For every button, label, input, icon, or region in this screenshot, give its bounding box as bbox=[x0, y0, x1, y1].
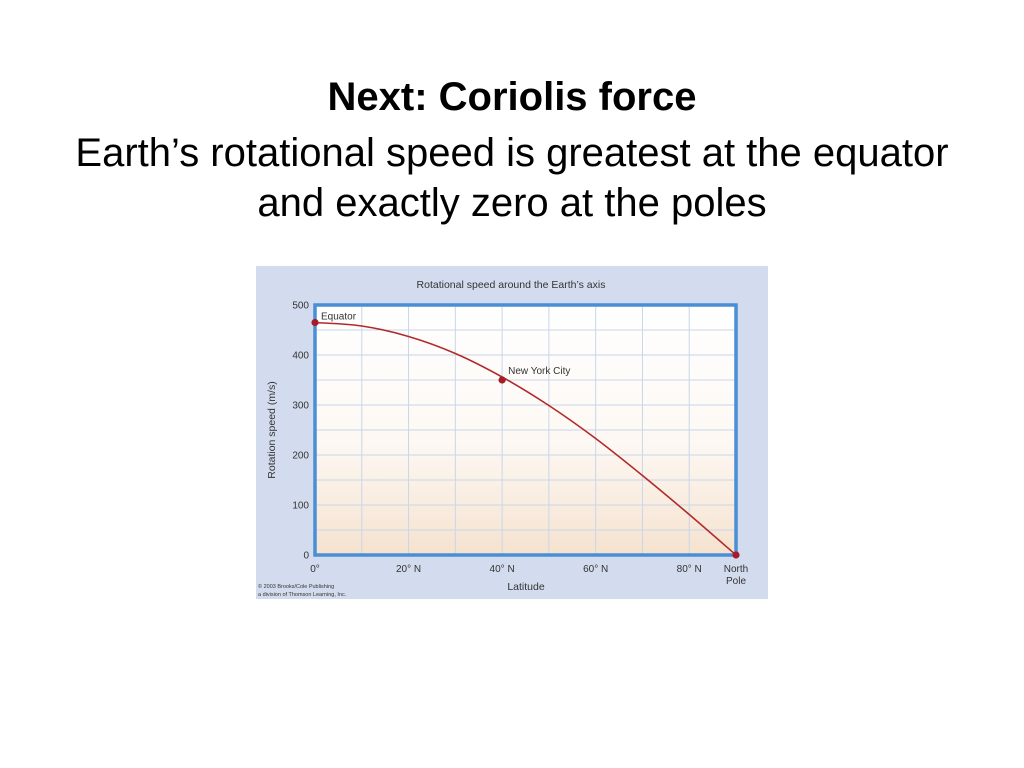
x-tick-label: North bbox=[724, 564, 748, 575]
y-tick-label: 500 bbox=[292, 301, 309, 312]
chart-svg: Rotational speed around the Earth’s axis… bbox=[256, 266, 768, 599]
data-point bbox=[732, 551, 740, 559]
slide-title: Next: Coriolis force bbox=[327, 75, 697, 119]
y-axis-label: Rotation speed (m/s) bbox=[266, 381, 278, 478]
x-tick-label: 20° N bbox=[396, 564, 421, 575]
chart-figure: Rotational speed around the Earth’s axis… bbox=[256, 266, 768, 599]
x-tick-label: 0° bbox=[310, 564, 320, 575]
chart-grid bbox=[315, 305, 736, 555]
chart-title: Rotational speed around the Earth’s axis bbox=[417, 279, 606, 291]
x-tick-label: 60° N bbox=[583, 564, 608, 575]
series-line bbox=[314, 321, 737, 556]
data-point bbox=[498, 376, 506, 384]
chart-marks: Equator New York City bbox=[311, 312, 740, 559]
plot-border bbox=[313, 303, 738, 557]
slide-subtitle: Earth’s rotational speed is greatest at … bbox=[75, 131, 949, 225]
y-tick-label: 400 bbox=[292, 351, 309, 362]
chart-axes: 0 100 200 300 400 500 0° 20° N 40° N 60° N 80° N No… bbox=[292, 301, 748, 588]
x-tick-label: 40° N bbox=[490, 564, 515, 575]
x-tick-label: 80° N bbox=[677, 564, 702, 575]
data-point bbox=[311, 318, 319, 327]
credit-line-1: © 2003 Brooks/Cole Publishing bbox=[258, 583, 334, 590]
y-tick-label: 100 bbox=[292, 501, 309, 512]
y-tick-label: 300 bbox=[292, 401, 309, 412]
credit-line-2: a division of Thomson Learning, Inc. bbox=[258, 592, 347, 598]
y-tick-label: 200 bbox=[292, 451, 309, 462]
point-annotation: Equator bbox=[321, 312, 357, 323]
x-tick-label: Pole bbox=[726, 576, 746, 587]
y-tick-label: 0 bbox=[303, 551, 309, 562]
x-axis-label: Latitude bbox=[507, 581, 545, 593]
point-annotation: New York City bbox=[508, 366, 570, 377]
